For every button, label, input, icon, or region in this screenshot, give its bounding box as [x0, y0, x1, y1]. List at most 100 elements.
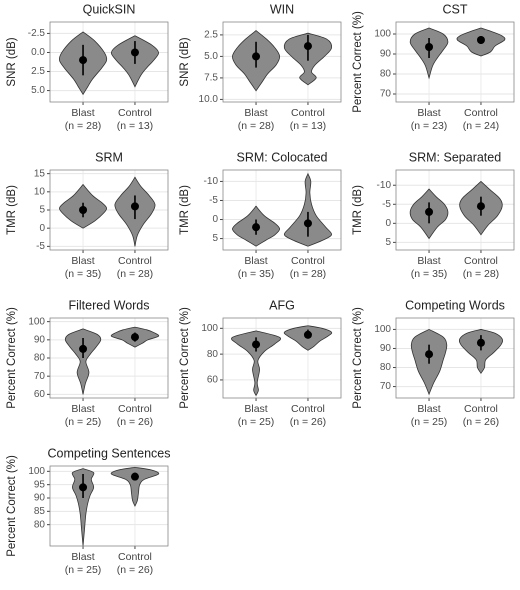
x-tick-label: Control [118, 551, 152, 563]
violin [458, 329, 504, 374]
y-axis-label: TMR (dB) [6, 185, 18, 235]
x-tick-label: Control [118, 255, 152, 267]
y-tick-label: -5 [209, 195, 218, 206]
y-tick-label: 0 [212, 214, 218, 225]
x-tick-label: Blast [71, 255, 94, 267]
n-label: (n = 35) [238, 268, 274, 280]
y-axis-label: Percent Correct (%) [6, 307, 18, 409]
y-tick-label: 80 [207, 349, 219, 360]
mean-point [425, 350, 434, 359]
n-label: (n = 28) [238, 120, 274, 132]
plot-border [222, 169, 342, 251]
n-label: (n = 28) [117, 268, 153, 280]
n-label: (n = 28) [65, 120, 101, 132]
y-tick-label: -5 [382, 199, 391, 210]
plot-background [50, 466, 168, 546]
y-tick-label: 2.5 [204, 30, 218, 41]
y-tick-label: 85 [34, 506, 46, 517]
plot-border [395, 21, 515, 103]
y-tick-label: -10 [204, 176, 219, 187]
y-tick-label: 15 [34, 168, 46, 179]
x-tick-label: Control [291, 107, 325, 119]
panel-title: SRM [95, 150, 123, 164]
violin [64, 328, 102, 395]
panel-title: Filtered Words [68, 298, 149, 312]
n-label: (n = 13) [117, 120, 153, 132]
n-label: (n = 13) [290, 120, 326, 132]
panel: SRM: Separated TMR (dB) -10 -5 0 5 Blast(n = 3… [352, 150, 515, 280]
x-tick-label: Control [464, 255, 498, 267]
y-axis-label: TMR (dB) [352, 185, 364, 235]
y-tick-label: 70 [380, 89, 392, 100]
mean-point [130, 333, 139, 342]
x-tick-label: Blast [244, 403, 267, 415]
x-tick-label: Control [464, 107, 498, 119]
panel: WIN SNR (dB) 2.5 5.0 7.5 10.0 Blast(n = 28) Con… [179, 2, 342, 132]
y-tick-label: 90 [380, 343, 392, 354]
y-tick-label: 80 [380, 69, 392, 80]
n-label: (n = 25) [238, 416, 274, 428]
panel-title: QuickSIN [83, 2, 136, 16]
y-axis-label: SNR (dB) [6, 37, 18, 86]
plot-border [222, 317, 342, 399]
mean-point [252, 52, 261, 61]
x-tick-label: Blast [71, 107, 94, 119]
n-label: (n = 26) [117, 416, 153, 428]
violin [110, 466, 160, 507]
mean-point [476, 338, 485, 347]
mean-point [476, 202, 485, 211]
y-tick-label: 100 [201, 323, 218, 334]
y-tick-label: 90 [380, 49, 392, 60]
n-label: (n = 28) [290, 268, 326, 280]
y-tick-label: 2.5 [31, 66, 45, 77]
y-tick-label: 100 [28, 316, 45, 327]
y-tick-label: -2.5 [28, 28, 46, 39]
n-label: (n = 35) [65, 268, 101, 280]
mean-point [79, 344, 88, 353]
y-tick-label: 5 [212, 233, 218, 244]
x-tick-label: Control [118, 107, 152, 119]
plot-background [396, 318, 514, 398]
n-label: (n = 25) [411, 416, 447, 428]
plot-border [49, 169, 169, 251]
mean-point [303, 42, 312, 51]
panel: Competing Sentences Percent Correct (%) 80… [6, 446, 170, 575]
y-axis-label: Percent Correct (%) [352, 307, 364, 409]
mean-point [79, 56, 88, 65]
y-tick-label: 5 [385, 237, 391, 248]
plot-border [222, 21, 342, 103]
n-label: (n = 26) [290, 416, 326, 428]
y-tick-label: 80 [380, 362, 392, 373]
mean-point [252, 340, 261, 349]
panel-title: WIN [270, 2, 294, 16]
x-tick-label: Blast [417, 107, 440, 119]
y-tick-label: 100 [28, 466, 45, 477]
y-tick-label: 5.0 [204, 51, 218, 62]
panel-title: Competing Sentences [48, 446, 171, 460]
y-tick-label: -10 [377, 180, 392, 191]
mean-point [130, 472, 139, 481]
y-tick-label: 70 [380, 381, 392, 392]
y-tick-label: -5 [36, 241, 45, 252]
mean-point [476, 36, 485, 44]
n-label: (n = 25) [65, 564, 101, 576]
n-label: (n = 28) [463, 268, 499, 280]
y-tick-label: 100 [374, 324, 391, 335]
y-tick-label: 0 [39, 223, 45, 234]
panel: QuickSIN SNR (dB) -2.5 0.0 2.5 5.0 Blast(n = 2… [6, 2, 169, 132]
plot-border [49, 465, 169, 547]
y-tick-label: 100 [374, 29, 391, 40]
panel: Competing Words Percent Correct (%) 70 80 90… [352, 298, 515, 428]
n-label: (n = 26) [463, 416, 499, 428]
violin [71, 468, 95, 547]
y-tick-label: 70 [34, 371, 46, 382]
n-label: (n = 24) [463, 120, 499, 132]
mean-point [130, 202, 139, 211]
plot-border [395, 169, 515, 251]
y-tick-label: 80 [34, 519, 46, 530]
panel-title: SRM: Colocated [236, 150, 327, 164]
mean-point [303, 330, 312, 339]
